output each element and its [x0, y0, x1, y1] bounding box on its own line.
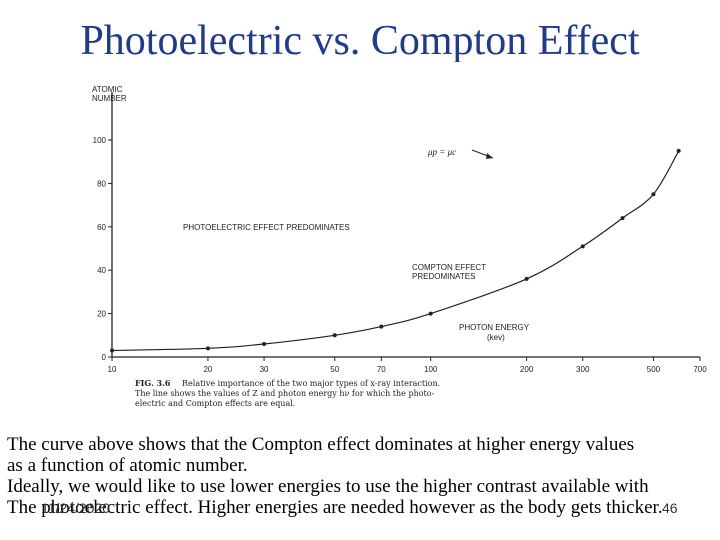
y-tick-label: 0 — [102, 353, 107, 362]
chart-axes — [111, 92, 700, 358]
data-point — [651, 192, 656, 197]
data-point — [620, 216, 625, 221]
x-tick-label: 70 — [377, 365, 386, 374]
y-axis-label: NUMBER — [92, 94, 127, 103]
data-point — [524, 276, 529, 281]
slide-title: Photoelectric vs. Compton Effect — [80, 18, 640, 62]
data-point — [110, 348, 114, 353]
data-point — [205, 346, 210, 351]
figure-svg: 0 20 40 60 80 100 10 20 30 50 70 100 200 300 500 700 AT… — [92, 85, 708, 408]
data-point — [262, 341, 267, 346]
curve-label-arrowhead — [486, 153, 493, 159]
chart-ticks: 0 20 40 60 80 100 10 20 30 50 70 100 200 300 500 700 — [93, 136, 708, 374]
caption-line: Relative importance of the two major typ… — [182, 379, 440, 388]
y-tick-label: 80 — [97, 179, 106, 188]
x-tick-label: 30 — [260, 365, 269, 374]
x-tick-label: 200 — [520, 365, 534, 374]
data-point — [379, 324, 384, 329]
x-axis-label: PHOTON ENERGY — [459, 323, 530, 332]
chart-curve — [110, 148, 681, 353]
x-tick-label: 100 — [424, 365, 438, 374]
curve-line — [111, 150, 680, 352]
region-photoelectric-label: PHOTOELECTRIC EFFECT PREDOMINATES — [183, 223, 350, 232]
x-tick-label: 50 — [330, 365, 339, 374]
x-tick-label: 700 — [693, 365, 707, 374]
page-number: 46 — [662, 500, 678, 516]
y-tick-label: 60 — [97, 223, 106, 232]
y-tick-label: 100 — [93, 136, 107, 145]
data-point — [580, 244, 585, 249]
region-compton-label: PREDOMINATES — [412, 272, 475, 281]
y-axis-label: ATOMIC — [92, 85, 123, 94]
x-tick-label: 10 — [108, 365, 117, 374]
caption-line: electric and Compton effects are equal. — [135, 399, 295, 408]
curve-label: μp = μc — [427, 147, 456, 157]
data-point — [676, 148, 681, 153]
caption-fig-number: FIG. 3.6 — [135, 378, 171, 388]
x-axis-label: (kev) — [487, 333, 505, 342]
region-compton-label: COMPTON EFFECT — [412, 263, 486, 272]
body-line: The photoelectric effect. Higher energie… — [7, 497, 663, 518]
figure-caption: FIG. 3.6 Relative importance of the two m… — [135, 378, 440, 408]
x-tick-label: 300 — [576, 365, 590, 374]
caption-line: The line shows the values of Z and photo… — [135, 389, 435, 398]
body-line: The curve above shows that the Compton e… — [7, 434, 635, 455]
y-tick-label: 40 — [97, 266, 106, 275]
y-tick-label: 20 — [97, 310, 106, 319]
x-tick-label: 20 — [203, 365, 212, 374]
data-point — [332, 333, 337, 338]
x-tick-label: 500 — [647, 365, 661, 374]
footer-date: 11/24/2020 — [41, 500, 111, 516]
body-line: Ideally, we would like to use lower ener… — [7, 476, 649, 497]
data-point — [428, 311, 433, 316]
body-line: as a function of atomic number. — [7, 455, 248, 476]
